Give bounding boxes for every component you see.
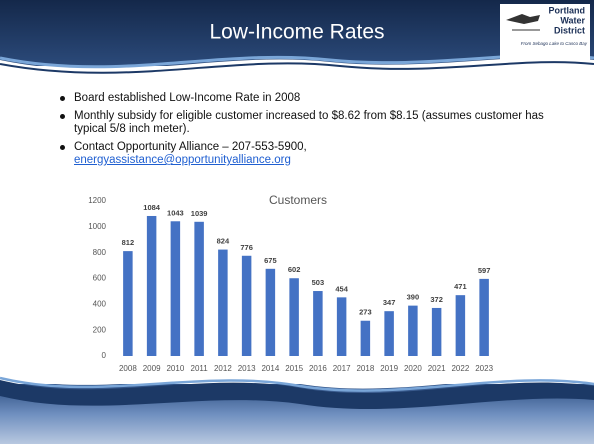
bar [384,311,394,356]
x-tick-label: 2009 [143,364,161,373]
logo-box [500,4,590,60]
footer-wave-line [0,376,594,392]
x-tick-label: 2011 [191,364,209,373]
bar [194,221,204,356]
bar [360,320,371,356]
y-tick-label: 1200 [88,196,106,205]
bullet: Contact Opportunity Alliance – 207-553-5… [60,141,560,167]
data-label: 812 [122,238,135,247]
bar [408,305,418,356]
data-label: 776 [240,243,253,252]
chart-title: Customers [269,193,327,207]
data-label: 347 [383,298,396,307]
bar [146,215,157,356]
x-tick-label: 2022 [451,364,469,373]
y-tick-label: 400 [93,299,107,308]
slide-title: Low-Income Rates [209,21,384,44]
x-tick-label: 2013 [238,364,256,373]
data-label: 372 [430,295,443,304]
bar [170,221,181,356]
data-label: 390 [407,293,420,302]
data-label: 471 [454,282,467,291]
x-tick-label: 2020 [404,364,422,373]
bar [123,251,133,356]
data-label: 1039 [191,209,208,218]
logo-text: District [554,25,585,35]
bar [241,255,252,356]
y-tick-label: 0 [102,351,107,360]
bullet-text: Board established Low-Income Rate in 200… [74,92,301,104]
y-tick-label: 200 [93,325,107,334]
logo-text: Water [560,15,585,25]
x-tick-label: 2016 [309,364,327,373]
logo-tagline: From Sebago Lake to Casco Bay [521,41,588,46]
header-wave [0,57,594,80]
bullet: Monthly subsidy for eligible customer in… [60,110,560,136]
x-tick-label: 2015 [285,364,303,373]
bullet-text: Monthly subsidy for eligible customer in… [74,110,544,135]
data-label: 1084 [143,203,161,212]
bullet-text: Contact Opportunity Alliance – 207-553-5… [74,141,307,153]
data-label: 824 [217,237,230,246]
bullet-list: Board established Low-Income Rate in 200… [60,92,560,172]
x-tick-label: 2019 [380,364,398,373]
bar [336,297,347,356]
data-label: 675 [264,256,277,265]
y-tick-label: 1000 [88,222,106,231]
bar [289,278,299,356]
logo-icon [506,14,540,24]
bar [431,307,442,356]
bar [455,295,466,356]
x-tick-label: 2014 [261,364,279,373]
x-tick-label: 2023 [475,364,493,373]
header-wave-line [0,61,594,74]
y-tick-label: 800 [93,248,107,257]
header-band [0,0,594,66]
bar [265,268,276,356]
data-label: 503 [312,278,325,287]
email-link[interactable]: energyassistance@opportunityalliance.org [74,154,291,166]
logo-text: Portland [548,5,585,15]
data-label: 597 [478,266,491,275]
bar [313,291,323,356]
bar [479,278,489,356]
x-tick-label: 2017 [333,364,351,373]
bar [218,249,228,356]
data-label: 602 [288,265,301,274]
bullet: Board established Low-Income Rate in 200… [60,92,560,105]
data-label: 454 [335,284,348,293]
footer-wave [0,372,594,389]
data-label: 273 [359,308,372,317]
data-label: 1043 [167,208,184,217]
footer-wave [0,380,594,410]
x-tick-label: 2010 [166,364,184,373]
x-tick-label: 2018 [356,364,374,373]
x-tick-label: 2008 [119,364,137,373]
x-tick-label: 2021 [428,364,446,373]
y-tick-label: 600 [93,274,107,283]
x-tick-label: 2012 [214,364,232,373]
